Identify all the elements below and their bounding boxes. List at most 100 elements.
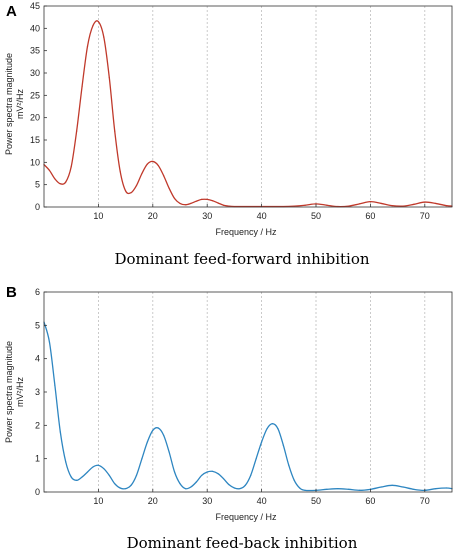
data-point-b-18	[141, 458, 143, 460]
data-point-a-14	[119, 170, 121, 172]
data-point-b-38	[250, 474, 252, 476]
data-point-b-52	[348, 488, 350, 490]
caption-b: Dominant feed-back inhibition	[127, 534, 358, 552]
data-point-a-50	[391, 205, 393, 207]
caption-a: Dominant feed-forward inhibition	[114, 250, 369, 268]
data-point-a-52	[413, 203, 415, 205]
data-point-a-53	[424, 201, 426, 203]
data-point-b-60	[435, 488, 437, 490]
data-point-a-17	[135, 184, 138, 187]
y-tick-label-a-0: 0	[35, 202, 40, 212]
data-point-b-36	[239, 488, 241, 490]
data-point-b-37	[244, 484, 246, 486]
series-path-a-0	[43, 20, 453, 208]
data-point-b-7	[81, 476, 83, 478]
x-tick-label-b-60: 60	[365, 496, 375, 506]
panel-a: A 10 20 30 40 50 60 70 0 5 10 15 20 25 30 35 40 45 Freq…	[4, 1, 453, 268]
panel-label-a: A	[6, 3, 17, 20]
data-point-a-55	[445, 205, 448, 207]
data-point-b-35	[233, 487, 235, 489]
y-tick-label-a-15: 15	[30, 135, 40, 145]
data-point-a-8	[86, 45, 89, 47]
data-point-b-55	[380, 486, 382, 488]
data-point-a-4	[65, 181, 67, 183]
data-point-b-8	[86, 471, 89, 473]
x-tick-label-b-10: 10	[93, 496, 103, 506]
data-point-b-10	[97, 464, 99, 466]
data-point-b-29	[201, 474, 203, 476]
data-point-a-44	[326, 204, 328, 206]
data-point-b-42	[271, 423, 274, 425]
y-tick-label-b-1: 1	[35, 454, 40, 464]
data-point-a-15	[125, 190, 127, 192]
y-tick-label-a-20: 20	[30, 113, 40, 123]
x-axis-label-b: Frequency / Hz	[215, 512, 277, 522]
data-point-a-41	[293, 205, 295, 207]
data-point-a-25	[179, 202, 181, 205]
data-point-a-49	[380, 202, 382, 205]
y-ticks-b: 0 1 2 3 4 5 6	[35, 287, 47, 497]
data-point-b-9	[92, 466, 94, 468]
data-point-a-26	[184, 204, 187, 206]
x-tick-label-a-20: 20	[148, 211, 158, 221]
x-tick-label-a-30: 30	[202, 211, 212, 221]
data-point-b-44	[282, 444, 284, 446]
data-point-a-31	[212, 200, 214, 202]
data-point-a-11	[103, 36, 105, 38]
panel-label-b: B	[6, 284, 17, 301]
y-tick-label-a-35: 35	[30, 46, 40, 56]
data-point-a-10	[97, 21, 99, 23]
data-point-a-13	[114, 130, 116, 132]
data-point-b-6	[76, 479, 78, 481]
data-point-b-4	[65, 461, 67, 463]
data-point-b-15	[125, 488, 127, 490]
data-point-b-40	[261, 441, 263, 443]
data-point-a-3	[59, 183, 61, 185]
data-point-a-30	[206, 198, 208, 201]
data-point-b-5	[70, 476, 72, 478]
x-tick-label-b-30: 30	[202, 496, 212, 506]
y-tick-label-b-6: 6	[35, 287, 40, 297]
data-point-b-19	[146, 441, 148, 443]
data-point-a-34	[228, 205, 230, 207]
data-point-b-13	[114, 483, 116, 485]
y-tick-label-a-10: 10	[30, 157, 40, 167]
data-point-a-21	[157, 164, 159, 167]
data-point-b-51	[337, 488, 339, 490]
data-point-b-24	[173, 471, 176, 473]
x-ticks-b: 10 20 30 40 50 60 70	[93, 489, 430, 506]
y-tick-label-b-4: 4	[35, 354, 40, 364]
y-ticks-a: 0 5 10 15 20 25 30 35 40 45	[30, 1, 47, 212]
data-point-b-53	[358, 489, 361, 491]
x-tick-label-b-70: 70	[420, 496, 430, 506]
y-tick-label-a-5: 5	[35, 180, 40, 190]
data-point-a-9	[92, 25, 94, 27]
series-line-a	[43, 20, 453, 208]
y-axis-label-a-line2: mV²/Hz	[15, 89, 25, 119]
data-point-b-48	[304, 489, 306, 491]
data-point-b-34	[228, 484, 230, 486]
y-tick-label-a-25: 25	[30, 90, 40, 100]
data-point-b-3	[59, 431, 61, 433]
plot-frame-a	[43, 5, 453, 208]
data-point-a-32	[217, 202, 219, 204]
x-tick-label-b-50: 50	[311, 496, 321, 506]
x-tick-label-a-40: 40	[257, 211, 267, 221]
series-line-b	[43, 321, 453, 492]
x-axis-label-a: Frequency / Hz	[215, 227, 277, 237]
data-point-b-1	[48, 341, 51, 343]
data-point-a-46	[348, 205, 350, 207]
data-point-a-6	[76, 130, 78, 132]
data-point-a-24	[173, 197, 176, 200]
data-point-b-46	[293, 479, 295, 481]
y-tick-label-b-0: 0	[35, 487, 40, 497]
data-point-a-54	[435, 202, 437, 205]
data-point-a-22	[163, 175, 165, 177]
data-point-a-2	[54, 178, 56, 180]
data-point-b-61	[445, 487, 448, 489]
data-point-b-58	[413, 488, 415, 490]
data-point-b-31	[212, 470, 214, 472]
x-tick-label-b-20: 20	[148, 496, 158, 506]
data-point-a-23	[168, 187, 170, 189]
